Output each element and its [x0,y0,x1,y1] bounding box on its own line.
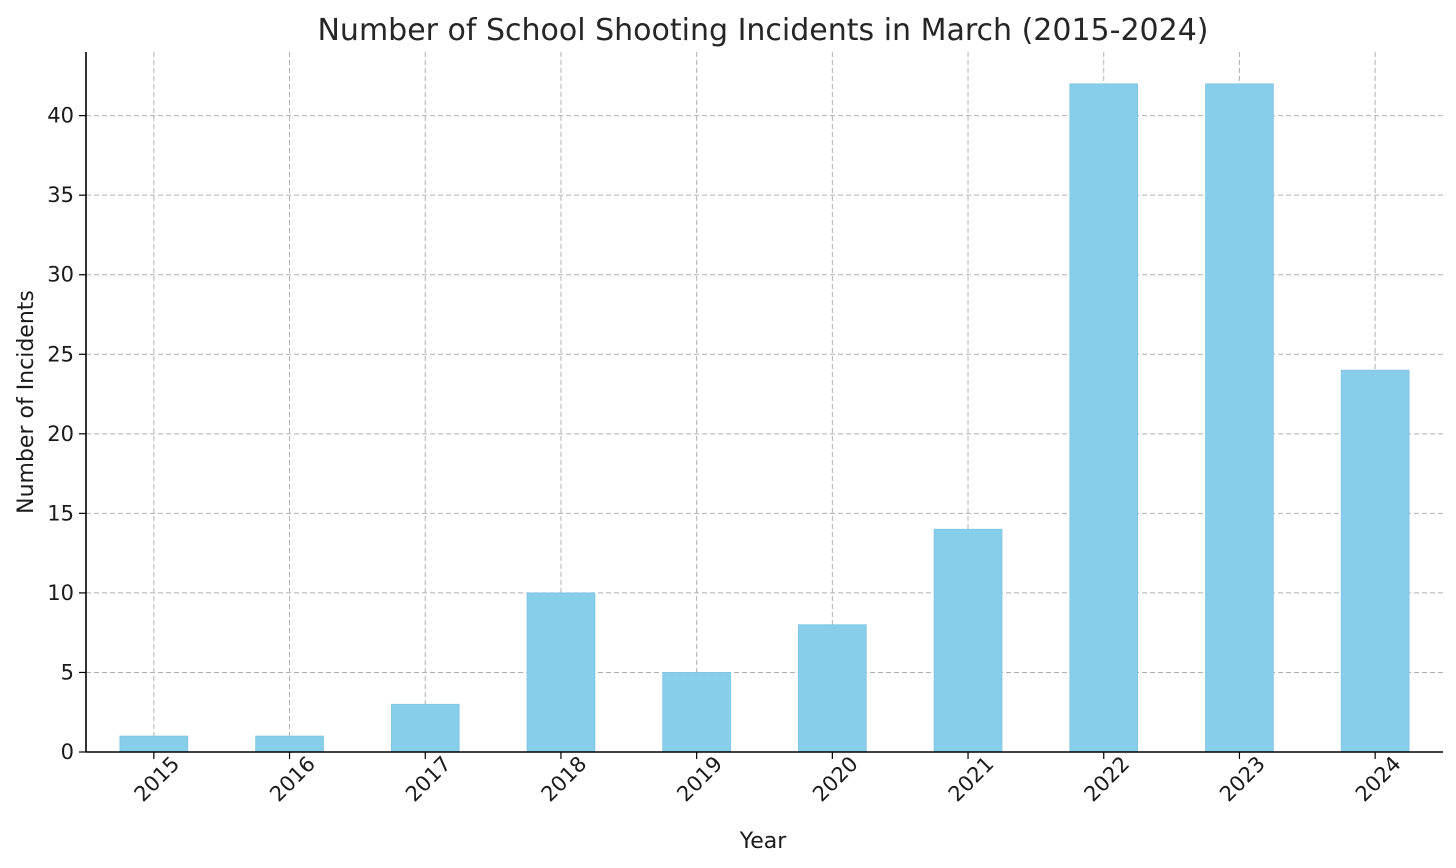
x-tick-label: 2023 [1215,752,1270,807]
x-tick-label: 2018 [537,752,592,807]
y-tick-label: 25 [47,342,74,366]
x-tick-label: 2017 [401,752,456,807]
y-tick-label: 35 [47,183,74,207]
bar-2020 [798,624,867,753]
bar-2015 [119,735,189,753]
x-tick-label: 2020 [808,752,863,807]
bar-2019 [662,672,731,753]
y-tick-label: 5 [61,660,74,684]
bar-2017 [390,703,460,753]
bar-2016 [255,735,324,753]
x-tick-label: 2019 [672,752,727,807]
axes [79,52,1443,759]
bar-2021 [933,528,1003,753]
chart-title: Number of School Shooting Incidents in M… [317,13,1208,48]
bar-2018 [526,592,596,753]
x-tick-label: 2016 [265,752,320,807]
y-tick-label: 10 [47,581,74,605]
y-tick-label: 15 [47,501,74,525]
x-tick-label: 2024 [1351,752,1406,807]
bar-2024 [1340,369,1410,753]
x-axis-label: Year [739,829,788,854]
x-tick-label: 2021 [944,752,999,807]
bar-2022 [1069,83,1139,753]
y-axis-label: Number of Incidents [14,290,39,514]
y-tick-label: 20 [47,422,74,446]
y-tick-label: 0 [61,740,74,764]
y-tick-label: 40 [47,104,74,128]
bar-2023 [1205,83,1274,753]
x-tick-label: 2022 [1079,752,1134,807]
x-tick-label: 2015 [130,752,185,807]
y-tick-label: 30 [47,263,74,287]
bars [119,83,1410,753]
